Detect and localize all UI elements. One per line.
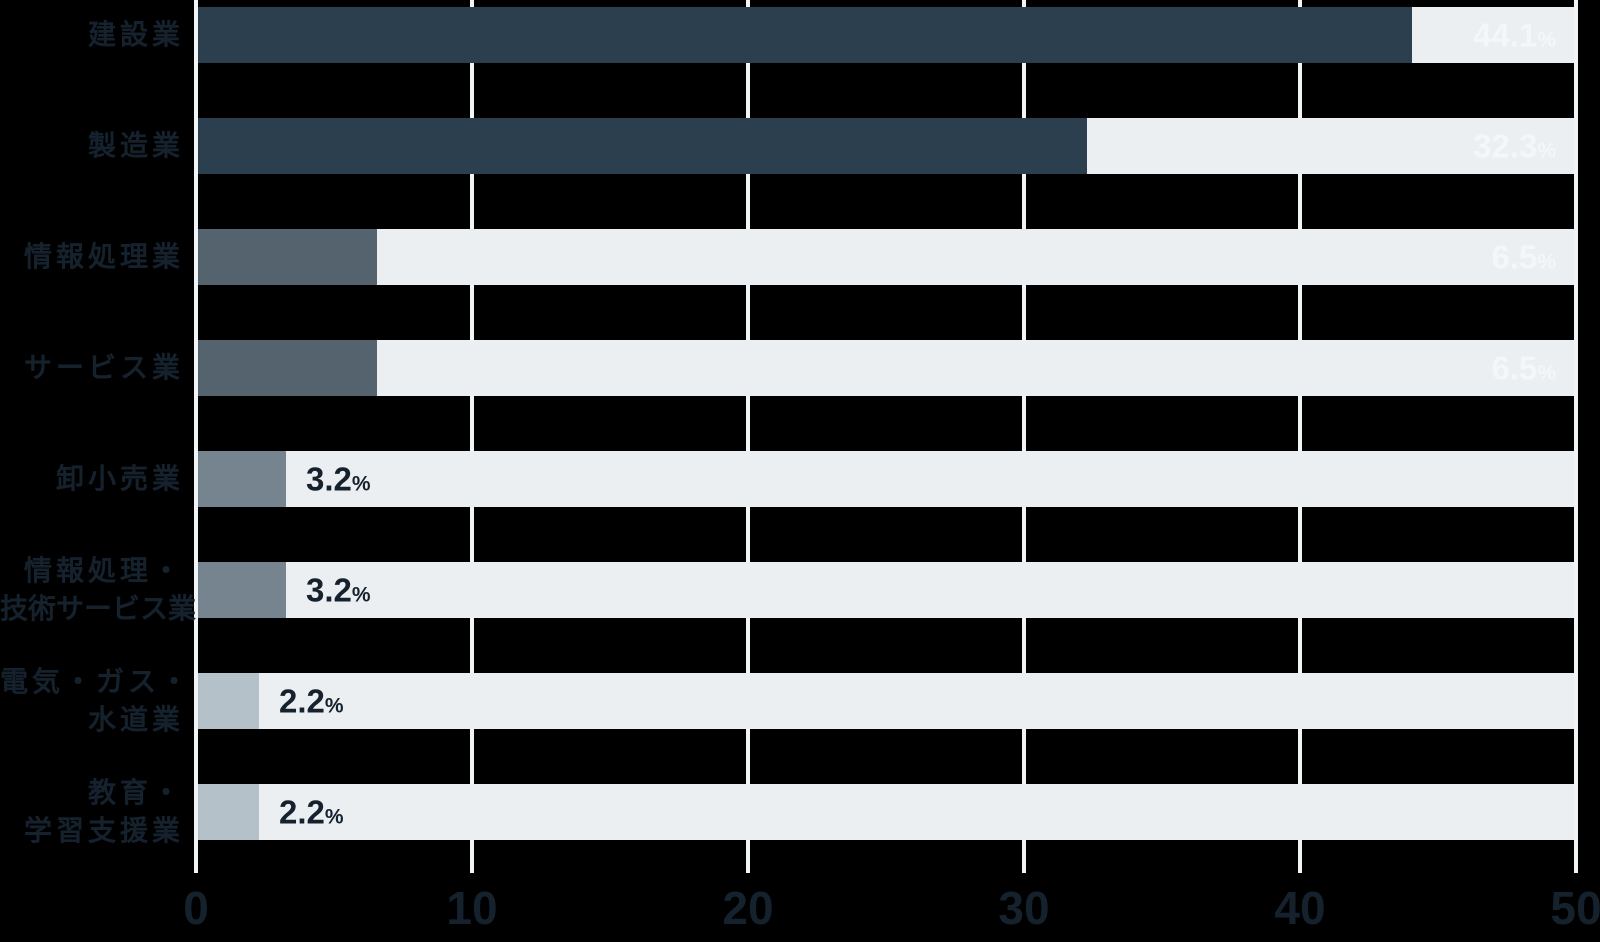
x-axis-tick-label: 30 — [998, 882, 1050, 934]
gridline — [746, 0, 750, 873]
bar-track: 32.3% — [198, 118, 1574, 174]
gridline — [1574, 0, 1578, 873]
category-label-line: 建設業 — [87, 19, 184, 50]
category-label-line: 技術サービス業 — [0, 593, 197, 624]
gridline — [1022, 0, 1026, 873]
bar — [198, 7, 1412, 63]
bar-track: 3.2% — [198, 451, 1574, 507]
category-label-line: 情報処理・ — [23, 555, 184, 586]
bar — [198, 562, 286, 618]
gridline — [1298, 0, 1302, 873]
bar-track: 44.1% — [198, 7, 1574, 63]
category-label: サービス業 — [0, 349, 184, 387]
x-axis-tick-label: 20 — [722, 882, 774, 934]
category-label: 教育・学習支援業 — [0, 774, 184, 850]
category-label-line: 教育・ — [87, 777, 184, 808]
value-number: 3.2 — [306, 460, 352, 498]
value-number: 6.5 — [1491, 349, 1538, 387]
value-label: 6.5% — [1491, 352, 1556, 385]
category-label-line: 学習支援業 — [23, 815, 184, 846]
percent-sign: % — [351, 583, 371, 607]
category-label-line: 電気・ガス・ — [0, 666, 193, 697]
percent-sign: % — [324, 805, 344, 829]
value-label: 6.5% — [1491, 241, 1556, 274]
bar — [198, 229, 377, 285]
bar — [198, 118, 1087, 174]
bar — [198, 673, 259, 729]
value-label: 3.2% — [306, 463, 371, 496]
percent-sign: % — [351, 472, 371, 496]
bar-track: 3.2% — [198, 562, 1574, 618]
category-label-line: サービス業 — [23, 352, 184, 383]
bar-track: 2.2% — [198, 673, 1574, 729]
gridline — [470, 0, 474, 873]
gridline — [194, 0, 198, 873]
value-number: 32.3 — [1473, 127, 1538, 165]
value-label: 2.2% — [279, 796, 344, 829]
category-label: 情報処理業 — [0, 238, 184, 276]
value-label: 2.2% — [279, 685, 344, 718]
value-label: 44.1% — [1473, 19, 1556, 52]
x-axis-tick-label: 0 — [183, 882, 209, 934]
bar-track: 6.5% — [198, 340, 1574, 396]
percent-sign: % — [1537, 361, 1556, 385]
category-label: 卸小売業 — [0, 460, 184, 498]
category-label-line: 卸小売業 — [55, 463, 184, 494]
percent-sign: % — [1537, 250, 1556, 274]
percent-sign: % — [1537, 139, 1556, 163]
bar — [198, 451, 286, 507]
value-number: 6.5 — [1491, 238, 1538, 276]
value-label: 32.3% — [1473, 130, 1556, 163]
percent-sign: % — [324, 694, 344, 718]
x-axis-tick-label: 10 — [446, 882, 498, 934]
category-label-line: 製造業 — [87, 130, 184, 161]
percent-sign: % — [1537, 28, 1556, 52]
category-label: 製造業 — [0, 127, 184, 165]
x-axis-tick-label: 40 — [1274, 882, 1326, 934]
bar-track: 6.5% — [198, 229, 1574, 285]
bar — [198, 340, 377, 396]
category-label-line: 情報処理業 — [23, 241, 184, 272]
category-label: 建設業 — [0, 16, 184, 54]
bar-track: 2.2% — [198, 784, 1574, 840]
value-number: 2.2 — [279, 793, 325, 831]
category-label: 電気・ガス・水道業 — [0, 663, 193, 739]
value-number: 44.1 — [1473, 16, 1538, 54]
value-label: 3.2% — [306, 574, 371, 607]
category-label: 情報処理・技術サービス業 — [0, 552, 197, 628]
bar — [198, 784, 259, 840]
category-label-line: 水道業 — [87, 704, 184, 735]
value-number: 3.2 — [306, 571, 352, 609]
value-number: 2.2 — [279, 682, 325, 720]
x-axis-tick-label: 50 — [1550, 882, 1600, 934]
